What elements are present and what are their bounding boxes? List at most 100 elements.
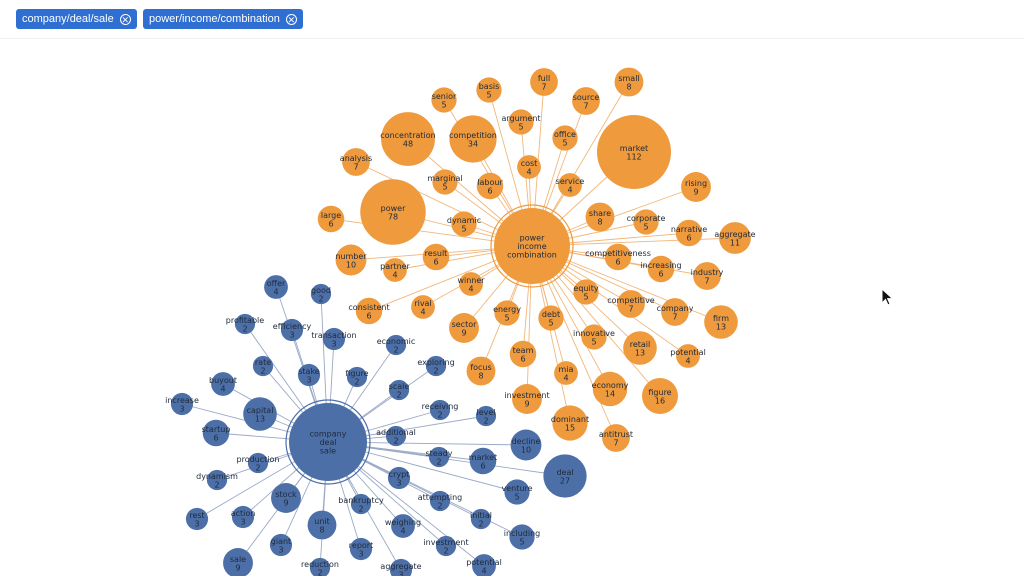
close-circle-icon[interactable]: ✕: [119, 13, 131, 25]
node-label: profitable: [226, 316, 264, 325]
filter-chip-power-income-combination[interactable]: power/income/combination ✕: [143, 9, 303, 29]
close-circle-icon[interactable]: ✕: [285, 13, 297, 25]
filter-chip-company-deal-sale[interactable]: company/deal/sale ✕: [16, 9, 137, 29]
